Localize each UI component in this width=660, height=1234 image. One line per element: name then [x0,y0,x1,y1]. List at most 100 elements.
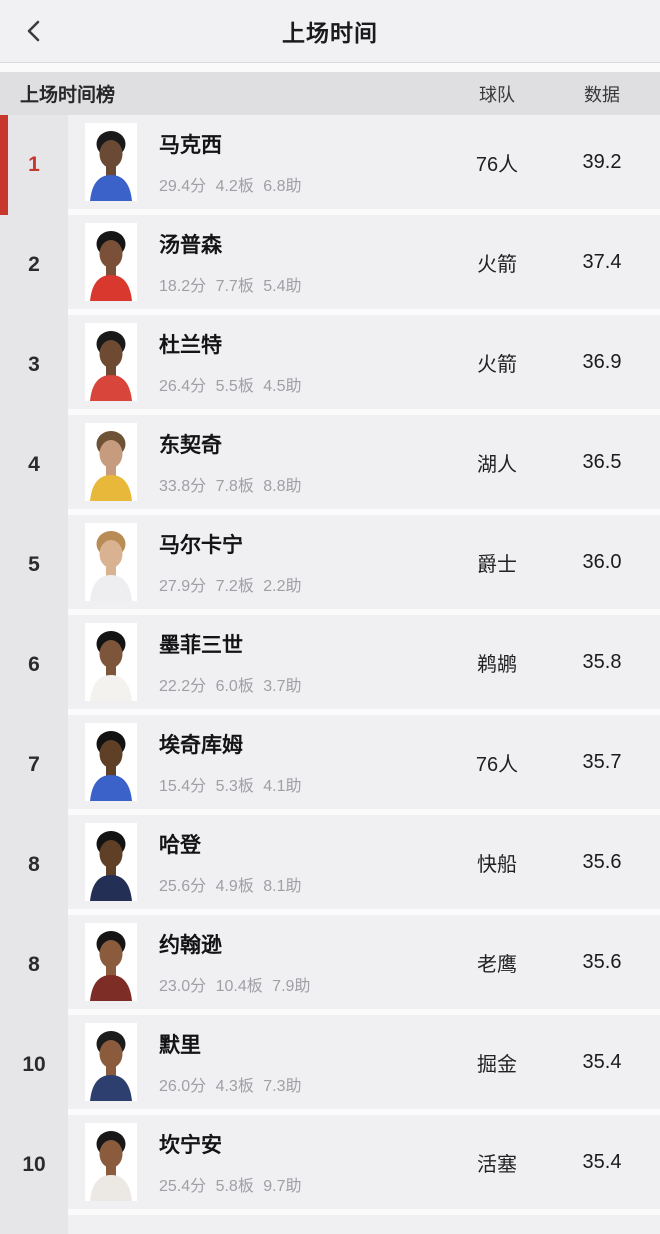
player-info: 马尔卡宁 27.9分 7.2板 2.2助 [159,529,442,596]
player-stats: 22.2分 6.0板 3.7助 [159,677,302,695]
player-row-content: 杜兰特 26.4分 5.5板 4.5助 火箭 36.9 [68,315,660,415]
player-row[interactable]: 1 马克西 29.4分 4.2板 6.8助 76人 39.2 [0,115,660,215]
rank-cell: 2 [0,215,68,315]
player-row[interactable]: 8 约翰逊 23.0分 10.4板 7.9助 老鹰 35.6 [0,915,660,1015]
player-bust-graphic [85,723,137,801]
player-bust-graphic [85,823,137,901]
player-row-content: 约翰逊 23.0分 10.4板 7.9助 老鹰 35.6 [68,915,660,1015]
player-info: 杜兰特 26.4分 5.5板 4.5助 [159,329,442,396]
player-photo [85,1123,137,1201]
player-row-content: 哈登 25.6分 4.9板 8.1助 快船 35.6 [68,815,660,915]
stat-value: 35.8 [582,650,622,673]
stat-value: 39.2 [582,150,622,173]
rank-number: 8 [28,953,40,976]
team-name: 快船 [477,853,517,876]
player-info: 埃奇库姆 15.4分 5.3板 4.1助 [159,729,442,796]
player-bust-graphic [85,1123,137,1201]
player-stats: 26.4分 5.5板 4.5助 [159,377,302,395]
rank-number: 2 [28,253,40,276]
team-name: 76人 [475,153,519,176]
ranking-list: 1 马克西 29.4分 4.2板 6.8助 76人 39.2 2 [0,115,660,1215]
rank-number: 1 [28,153,40,176]
player-stats: 23.0分 10.4板 7.9助 [159,977,311,995]
player-photo [85,723,137,801]
player-bust-graphic [85,223,137,301]
stat-value: 35.4 [582,1150,622,1173]
player-name: 东契奇 [159,433,222,457]
stat-value: 36.9 [582,350,622,373]
player-name: 墨菲三世 [159,633,243,657]
player-row[interactable]: 10 默里 26.0分 4.3板 7.3助 掘金 35.4 [0,1015,660,1115]
player-photo [85,423,137,501]
stat-value: 35.6 [582,950,622,973]
team-name: 湖人 [477,453,517,476]
back-button[interactable] [10,0,58,62]
player-row[interactable]: 5 马尔卡宁 27.9分 7.2板 2.2助 爵士 36.0 [0,515,660,615]
player-info: 默里 26.0分 4.3板 7.3助 [159,1029,442,1096]
player-name: 埃奇库姆 [159,733,243,757]
player-row-content: 埃奇库姆 15.4分 5.3板 4.1助 76人 35.7 [68,715,660,815]
player-name: 坎宁安 [159,1133,222,1157]
player-row-content: 汤普森 18.2分 7.7板 5.4助 火箭 37.4 [68,215,660,315]
table-header: 上场时间榜 球队 数据 [0,72,660,115]
page-title: 上场时间 [282,20,378,46]
team-name: 爵士 [477,553,517,576]
player-name: 哈登 [159,833,201,857]
next-row-content [68,1215,660,1234]
rank-number: 7 [28,753,40,776]
player-bust-graphic [85,923,137,1001]
next-row-rank-cell [0,1215,68,1234]
player-bust-graphic [85,523,137,601]
player-row-content: 默里 26.0分 4.3板 7.3助 掘金 35.4 [68,1015,660,1115]
player-row[interactable]: 6 墨菲三世 22.2分 6.0板 3.7助 鹈鹕 35.8 [0,615,660,715]
stat-value: 37.4 [582,250,622,273]
player-bust-graphic [85,423,137,501]
player-bust-graphic [85,623,137,701]
player-row-content: 坎宁安 25.4分 5.8板 9.7助 活塞 35.4 [68,1115,660,1215]
team-name: 老鹰 [477,953,517,976]
player-row[interactable]: 2 汤普森 18.2分 7.7板 5.4助 火箭 37.4 [0,215,660,315]
player-row[interactable]: 7 埃奇库姆 15.4分 5.3板 4.1助 76人 35.7 [0,715,660,815]
stat-value: 35.7 [582,750,622,773]
player-row[interactable]: 3 杜兰特 26.4分 5.5板 4.5助 火箭 36.9 [0,315,660,415]
player-stats: 33.8分 7.8板 8.8助 [159,477,302,495]
player-photo [85,223,137,301]
stat-value: 35.6 [582,850,622,873]
team-name: 掘金 [477,1053,517,1076]
player-stats: 15.4分 5.3板 4.1助 [159,777,302,795]
column-header-value: 数据 [584,84,620,105]
player-row-content: 马尔卡宁 27.9分 7.2板 2.2助 爵士 36.0 [68,515,660,615]
player-row[interactable]: 8 哈登 25.6分 4.9板 8.1助 快船 35.6 [0,815,660,915]
rank-cell: 4 [0,415,68,515]
team-name: 火箭 [477,353,517,376]
chevron-left-icon [27,20,40,42]
rank-number: 5 [28,553,40,576]
next-row-partial [0,1215,660,1234]
team-name: 活塞 [477,1153,517,1176]
player-photo [85,923,137,1001]
rank-number: 10 [22,1053,46,1076]
team-name: 火箭 [477,253,517,276]
rank-number: 6 [28,653,40,676]
column-header-leaderboard: 上场时间榜 [20,85,116,106]
rank-cell: 5 [0,515,68,615]
player-name: 汤普森 [159,233,222,257]
top-rank-accent-bar [0,115,8,215]
player-stats: 25.6分 4.9板 8.1助 [159,877,302,895]
player-row[interactable]: 4 东契奇 33.8分 7.8板 8.8助 湖人 36.5 [0,415,660,515]
rank-cell: 8 [0,915,68,1015]
header-divider [0,63,660,72]
player-photo [85,823,137,901]
player-row[interactable]: 10 坎宁安 25.4分 5.8板 9.7助 活塞 35.4 [0,1115,660,1215]
player-name: 杜兰特 [159,333,222,357]
player-info: 约翰逊 23.0分 10.4板 7.9助 [159,929,442,996]
player-stats: 25.4分 5.8板 9.7助 [159,1177,302,1195]
player-bust-graphic [85,1023,137,1101]
player-photo [85,523,137,601]
player-row-content: 马克西 29.4分 4.2板 6.8助 76人 39.2 [68,115,660,215]
player-name: 马尔卡宁 [159,533,243,557]
stat-value: 35.4 [582,1050,622,1073]
player-info: 墨菲三世 22.2分 6.0板 3.7助 [159,629,442,696]
player-photo [85,1023,137,1101]
